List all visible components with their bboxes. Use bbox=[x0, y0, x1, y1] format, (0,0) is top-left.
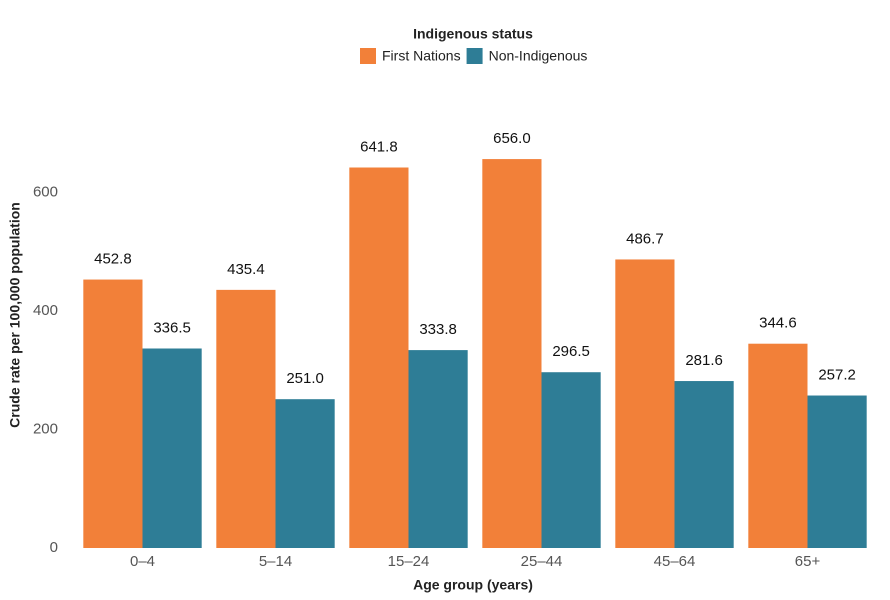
x-axis-label: Age group (years) bbox=[413, 577, 533, 593]
bar bbox=[275, 399, 335, 548]
value-label: 656.0 bbox=[493, 130, 531, 147]
value-label: 452.8 bbox=[94, 251, 132, 268]
value-label: 336.5 bbox=[153, 319, 191, 336]
legend: First Nations Non-Indigenous bbox=[360, 48, 587, 64]
bar bbox=[541, 372, 601, 548]
y-axis-label: Crude rate per 100,000 population bbox=[7, 202, 23, 428]
y-tick-label: 0 bbox=[50, 539, 58, 556]
x-tick-label: 45–64 bbox=[654, 553, 696, 570]
value-label: 281.6 bbox=[685, 352, 723, 369]
value-label: 641.8 bbox=[360, 138, 398, 155]
bar bbox=[83, 279, 143, 548]
legend-swatch bbox=[360, 48, 376, 64]
value-label: 257.2 bbox=[818, 366, 856, 383]
value-label: 486.7 bbox=[626, 230, 664, 247]
value-label: 333.8 bbox=[419, 321, 457, 338]
legend-swatch bbox=[466, 48, 483, 64]
bar bbox=[408, 350, 468, 548]
bar bbox=[142, 348, 202, 548]
x-tick-label: 25–44 bbox=[521, 553, 563, 570]
legend-label: First Nations bbox=[382, 48, 461, 64]
bar bbox=[748, 343, 808, 548]
value-label: 344.6 bbox=[759, 315, 797, 332]
y-tick-label: 200 bbox=[33, 420, 58, 437]
bar bbox=[807, 395, 867, 548]
bar bbox=[349, 167, 409, 549]
legend-title: Indigenous status bbox=[413, 26, 533, 42]
value-label: 435.4 bbox=[227, 261, 265, 278]
x-tick-label: 65+ bbox=[795, 553, 821, 570]
bar bbox=[482, 159, 542, 549]
x-tick-label: 0–4 bbox=[130, 553, 155, 570]
y-tick-label: 600 bbox=[33, 183, 58, 200]
value-label: 251.0 bbox=[286, 370, 324, 387]
y-tick-label: 400 bbox=[33, 302, 58, 319]
x-tick-label: 15–24 bbox=[388, 553, 430, 570]
legend-label: Non-Indigenous bbox=[489, 48, 588, 64]
bar bbox=[216, 289, 276, 548]
x-tick-label: 5–14 bbox=[259, 553, 292, 570]
bar bbox=[674, 381, 734, 548]
value-label: 296.5 bbox=[552, 343, 590, 360]
bar bbox=[615, 259, 675, 548]
